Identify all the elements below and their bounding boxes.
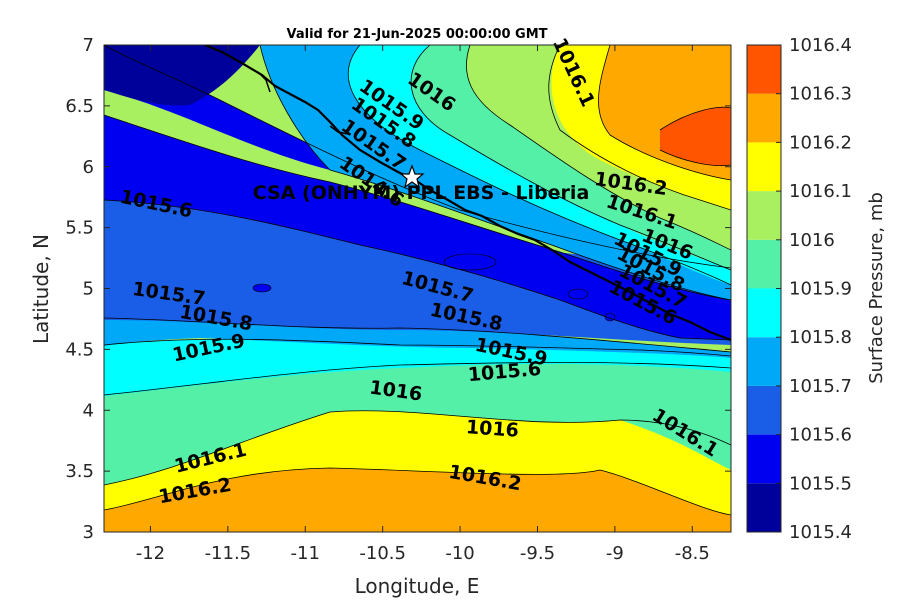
y-tick-label: 3 <box>83 522 94 543</box>
band-1015-4 <box>104 45 260 106</box>
y-tick-label: 7 <box>83 35 94 56</box>
colorbar-tick-label: 1016.1 <box>789 181 852 202</box>
y-tick-label: 5.5 <box>65 218 94 239</box>
low-cell-1 <box>443 253 497 271</box>
colorbar-segment <box>747 142 781 192</box>
band-north-1016-1 <box>551 45 731 210</box>
band-1015-5b <box>104 115 731 340</box>
band-1015-8 <box>104 339 731 396</box>
colorbar-tick-label: 1016.4 <box>789 35 852 56</box>
station-marker-icon <box>399 164 425 189</box>
colorbar-tick-label: 1015.9 <box>789 279 852 300</box>
y-tick-label: 6.5 <box>65 96 94 117</box>
colorbar-segment <box>747 45 781 94</box>
band-north-1015-7 <box>260 45 731 300</box>
y-tick-label: 5 <box>83 279 94 300</box>
contour-label: 1016 <box>465 416 519 442</box>
pressure-field: CSA (ONHYM) PPL EBS - Liberia <box>104 45 731 532</box>
colorbar-tick-label: 1015.8 <box>789 327 852 348</box>
contour-lines <box>104 45 731 516</box>
low-cell-3 <box>567 288 589 300</box>
coast-detail <box>257 71 349 135</box>
x-tick-label: -10 <box>445 543 474 564</box>
plot-title: Valid for 21-Jun-2025 00:00:00 GMT <box>287 27 548 42</box>
y-axis-label: Latitude, N <box>29 234 53 344</box>
x-tick-label: -11.5 <box>205 543 252 564</box>
colorbar-tick-label: 1016.2 <box>789 132 852 153</box>
band-north-1016-3 <box>660 107 731 166</box>
band-1015-9 <box>104 362 731 485</box>
colorbar-segment <box>747 191 781 240</box>
y-tick-label: 4 <box>83 400 94 421</box>
y-tick-label: 3.5 <box>65 461 94 482</box>
x-tick-label: -9.5 <box>520 543 555 564</box>
x-tick-label: -11 <box>291 543 320 564</box>
band-north-1016 <box>466 45 731 250</box>
colorbar-tick-label: 1015.7 <box>789 376 852 397</box>
y-tick-label: 6 <box>83 157 94 178</box>
x-tick-label: -9 <box>606 543 624 564</box>
colorbar-tick-label: 1015.4 <box>789 522 852 543</box>
colorbar-tick-label: 1016.3 <box>789 84 852 105</box>
colorbar-segment <box>747 483 781 532</box>
y-axis-ticks: 3 3.5 4 4.5 5 5.5 6 6.5 7 <box>65 35 731 543</box>
coastline <box>204 45 731 342</box>
colorbar-segment <box>747 385 781 435</box>
colorbar-segment <box>747 288 781 338</box>
colorbar-segment <box>747 434 781 484</box>
colorbar-label: Surface Pressure, mb <box>866 192 887 384</box>
x-axis-ticks: -12 -11.5 -11 -10.5 -10 -9.5 -9 -8.5 <box>136 45 710 564</box>
y-tick-label: 4.5 <box>65 339 94 360</box>
colorbar: 1015.4 1015.5 1015.6 1015.7 1015.8 1015.9 1016… <box>746 35 852 543</box>
x-tick-label: -10.5 <box>359 543 406 564</box>
colorbar-segment <box>747 93 781 143</box>
low-cell-2 <box>252 283 272 293</box>
band-north-1015-8 <box>348 45 731 285</box>
colorbar-tick-label: 1015.5 <box>789 473 852 494</box>
colorbar-segment <box>747 239 781 289</box>
colorbar-segment <box>747 337 781 386</box>
x-tick-label: -12 <box>136 543 165 564</box>
colorbar-tick-label: 1015.6 <box>789 425 852 446</box>
x-tick-label: -8.5 <box>675 543 710 564</box>
x-axis-label: Longitude, E <box>355 574 480 598</box>
station-label: CSA (ONHYM) PPL EBS - Liberia <box>253 182 590 204</box>
band-1016-2 <box>104 468 731 532</box>
colorbar-tick-label: 1016 <box>789 230 835 251</box>
